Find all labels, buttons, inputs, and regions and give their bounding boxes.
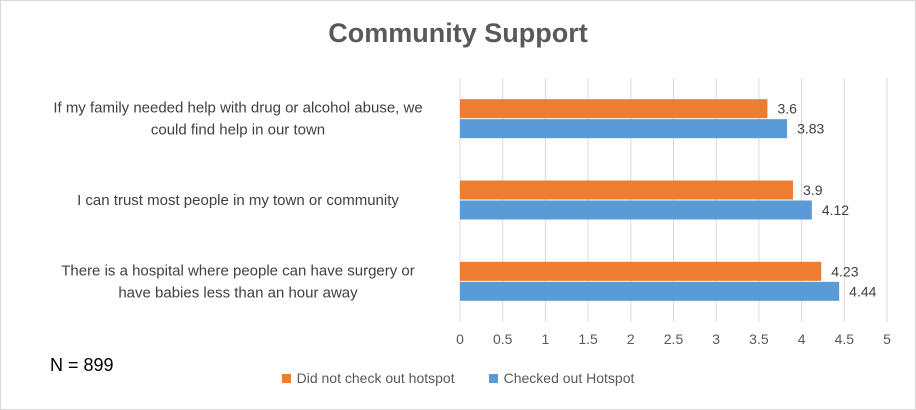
legend-item-not-checked: Did not check out hotspot [281, 370, 455, 386]
legend-swatch-checked [488, 373, 498, 383]
legend-label-not-checked: Did not check out hotspot [296, 370, 455, 386]
data-label: 4.23 [831, 263, 858, 279]
x-tick-label: 0 [456, 331, 464, 347]
bar [460, 180, 794, 200]
x-tick-label: 3 [712, 331, 720, 347]
bar [460, 119, 788, 139]
chart-title: Community Support [328, 18, 588, 48]
bar [460, 99, 768, 119]
bar [460, 281, 840, 301]
x-tick-label: 1.5 [578, 331, 598, 347]
x-tick-label: 5 [883, 331, 891, 347]
legend-label-checked: Checked out Hotspot [503, 370, 635, 386]
category-label: I can trust most people in my town or co… [77, 192, 399, 209]
category-label: have babies less than an hour away [118, 284, 358, 301]
bar [460, 261, 822, 281]
x-tick-label: 2 [627, 331, 635, 347]
x-tick-label: 3.5 [749, 331, 769, 347]
data-label: 4.44 [849, 283, 876, 299]
category-label: could find help in our town [151, 122, 325, 139]
data-label: 4.12 [822, 202, 849, 218]
x-tick-label: 0.5 [493, 331, 513, 347]
category-label: There is a hospital where people can hav… [61, 262, 415, 279]
x-tick-label: 4 [798, 331, 806, 347]
bar [460, 200, 812, 220]
x-tick-label: 2.5 [664, 331, 684, 347]
data-label: 3.6 [777, 101, 797, 117]
legend-swatch-not-checked [281, 373, 291, 383]
x-tick-label: 1 [542, 331, 550, 347]
x-tick-label: 4.5 [835, 331, 855, 347]
data-label: 3.9 [803, 182, 823, 198]
category-label: If my family needed help with drug or al… [53, 100, 422, 117]
data-label: 3.83 [797, 121, 824, 137]
sample-size-note: N = 899 [50, 355, 114, 375]
legend: Did not check out hotspot Checked out Ho… [0, 370, 916, 386]
legend-item-checked: Checked out Hotspot [488, 370, 635, 386]
